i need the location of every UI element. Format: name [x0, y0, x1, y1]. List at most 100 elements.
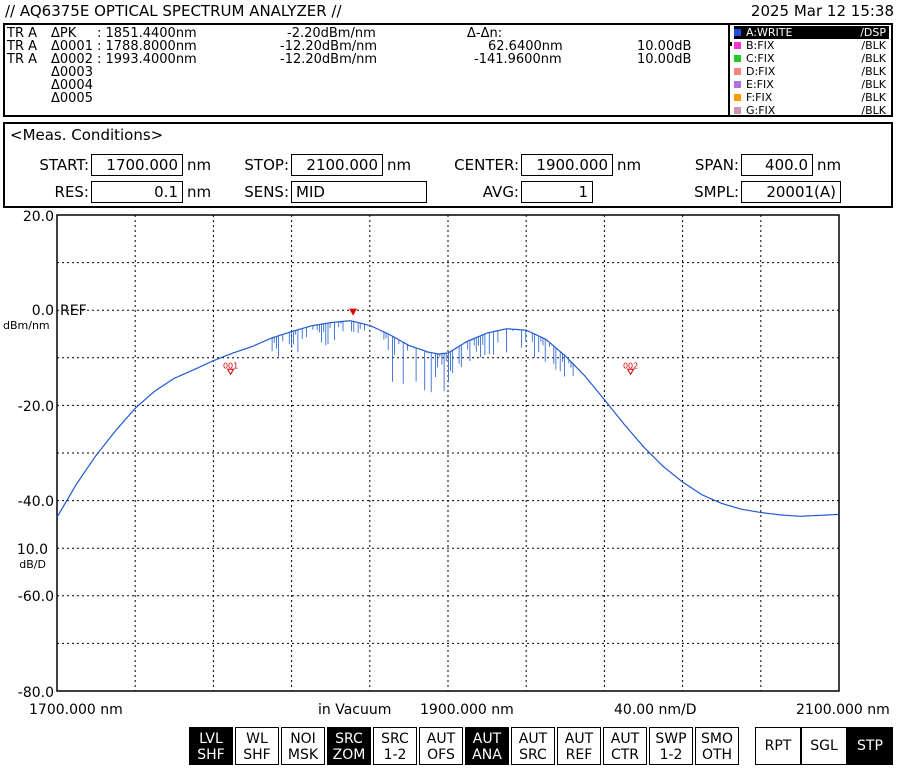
trace-label: A:WRITE — [746, 26, 793, 39]
softkey-line1: WL — [246, 731, 268, 747]
span-field[interactable]: 400.0 — [741, 154, 813, 176]
single-sweep-button[interactable]: SGL — [801, 727, 847, 765]
marker-name: Δ0001 — [51, 39, 93, 54]
date-time: 2025 Mar 12 15:38 — [750, 2, 894, 20]
y-unit-label: dBm/nm — [3, 319, 50, 332]
marker-name: Δ0003 — [51, 65, 93, 80]
marker-wavelength: : 1851.4400nm — [97, 26, 197, 41]
stop-field[interactable]: 2100.000 — [291, 154, 383, 176]
trace-color-square-icon — [734, 55, 741, 62]
trace-f-item[interactable]: F:FIX/BLK — [734, 91, 889, 104]
delta-marker-2-icon — [626, 368, 635, 376]
marker-name: Δ0004 — [51, 78, 93, 93]
marker-trace-label: TR A — [7, 39, 37, 54]
trace-color-square-icon — [734, 81, 741, 88]
start-label: START: — [39, 156, 89, 174]
delta-marker-1-label: 001 — [223, 361, 238, 370]
scale-value-label: 10.0 — [17, 542, 48, 558]
softkey-line1: AUT — [472, 731, 502, 747]
softkey-src-1-2[interactable]: SRC 1-2 — [373, 727, 417, 765]
softkey-line2: 1-2 — [659, 747, 683, 763]
softkey-src-zom[interactable]: SRC ZOM — [327, 727, 371, 765]
start-field[interactable]: 1700.000 — [91, 154, 183, 176]
softkey-line1: SRC — [335, 731, 363, 747]
softkey-lvl-shf[interactable]: LVL SHF — [189, 727, 233, 765]
delta-wavelength: 62.6400nm — [488, 39, 563, 54]
sweep-key-label: SGL — [810, 738, 838, 754]
trace-mode: /BLK — [861, 65, 886, 78]
softkey-aut-ctr[interactable]: AUT CTR — [603, 727, 647, 765]
marker-name: Δ0002 — [51, 52, 93, 67]
center-label: CENTER: — [454, 156, 519, 174]
sweep-key-label: STP — [857, 738, 883, 754]
softkey-line1: NOI — [290, 731, 316, 747]
smpl-field[interactable]: 20001(A) — [741, 181, 841, 203]
softkey-line2: OFS — [427, 747, 455, 763]
softkey-aut-ana[interactable]: AUT ANA — [465, 727, 509, 765]
softkey-wl-shf[interactable]: WL SHF — [235, 727, 279, 765]
trace-panel: A:WRITE/DSP B:FIX/BLK C:FIX/BLK D:FIX/BL… — [730, 23, 893, 117]
trace-color-square-icon — [734, 107, 741, 114]
trace-color-square-icon — [734, 68, 741, 75]
stop-label: STOP: — [244, 156, 289, 174]
spectrum-plot[interactable]: 20.0 0.0 REF dBm/nm -20.0 -40.0 10.0 dB/… — [0, 208, 899, 723]
delta-level: 10.00dB — [637, 39, 692, 54]
sens-label: SENS: — [244, 183, 289, 201]
softkey-noi-msk[interactable]: NOI MSK — [281, 727, 325, 765]
delta-level: 10.00dB — [637, 52, 692, 67]
marker-level: -12.20dBm/nm — [280, 52, 378, 67]
center-unit: nm — [617, 156, 642, 174]
marker-level: -2.20dBm/nm — [287, 26, 376, 41]
y-tick-label: -40.0 — [18, 494, 54, 510]
sweep-key-label: RPT — [764, 738, 792, 754]
plot-frame — [56, 214, 840, 692]
softkey-line1: SMO — [701, 731, 733, 747]
delta-marker-2-label: 002 — [623, 361, 638, 370]
x-div-label: 40.00 nm/D — [614, 702, 697, 718]
y-tick-label: 0.0 — [32, 303, 54, 319]
trace-b-item[interactable]: B:FIX/BLK — [734, 39, 889, 52]
softkey-line2: SRC — [519, 747, 547, 763]
softkey-swp-1-2[interactable]: SWP 1-2 — [649, 727, 693, 765]
softkey-line1: AUT — [518, 731, 548, 747]
softkey-line1: SRC — [381, 731, 409, 747]
trace-color-square-icon — [734, 42, 741, 49]
sens-field[interactable]: MID — [291, 181, 427, 203]
trace-e-item[interactable]: E:FIX/BLK — [734, 78, 889, 91]
active-trace-pointer-icon — [728, 42, 732, 46]
softkey-aut-src[interactable]: AUT SRC — [511, 727, 555, 765]
softkey-line2: MSK — [287, 747, 319, 763]
center-field[interactable]: 1900.000 — [521, 154, 613, 176]
res-label: RES: — [54, 183, 89, 201]
softkey-aut-ofs[interactable]: AUT OFS — [419, 727, 463, 765]
delta-wavelength: -141.9600nm — [474, 52, 562, 67]
trace-a-item[interactable]: A:WRITE/DSP — [734, 26, 889, 39]
trace-color-square-icon — [734, 94, 741, 101]
softkey-line2: ANA — [472, 747, 502, 763]
trace-mode: /BLK — [861, 104, 886, 117]
y-tick-label: -20.0 — [18, 399, 54, 415]
trace-d-item[interactable]: D:FIX/BLK — [734, 65, 889, 78]
res-field[interactable]: 0.1 — [91, 181, 183, 203]
marker-trace-label: TR A — [7, 52, 37, 67]
softkey-line2: OTH — [701, 747, 733, 763]
stop-sweep-button[interactable]: STP — [847, 727, 893, 765]
avg-field[interactable]: 1 — [521, 181, 593, 203]
trace-mode: /DSP — [860, 26, 886, 39]
softkey-smo-oth[interactable]: SMO OTH — [695, 727, 739, 765]
trace-c-item[interactable]: C:FIX/BLK — [734, 52, 889, 65]
start-unit: nm — [187, 156, 212, 174]
trace-g-item[interactable]: G:FIX/BLK — [734, 104, 889, 117]
softkey-line2: SHF — [243, 747, 271, 763]
marker-wavelength: : 1788.8000nm — [97, 39, 197, 54]
softkey-line1: SWP — [655, 731, 687, 747]
repeat-sweep-button[interactable]: RPT — [755, 727, 801, 765]
span-unit: nm — [817, 156, 842, 174]
y-tick-label: 20.0 — [23, 209, 54, 225]
measurement-conditions-panel: <Meas. Conditions> START: 1700.000 nm ST… — [3, 122, 893, 208]
span-label: SPAN: — [694, 156, 739, 174]
x-stop-label: 2100.000 nm — [796, 702, 890, 718]
softkey-aut-ref[interactable]: AUT REF — [557, 727, 601, 765]
trace-mode: /BLK — [861, 39, 886, 52]
scale-unit-label: dB/D — [19, 558, 46, 571]
